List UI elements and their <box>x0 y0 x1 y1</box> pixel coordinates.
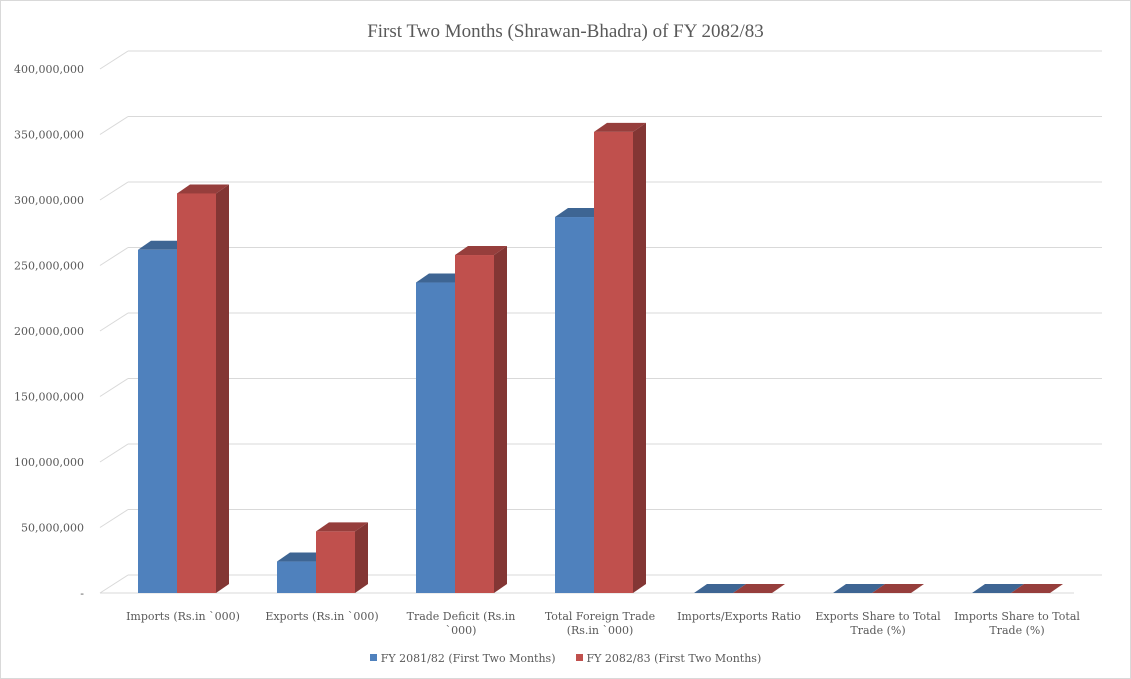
gridline-depth <box>99 378 129 397</box>
bar-top-face <box>972 583 1024 593</box>
y-tick-label: 50,000,000 <box>21 522 84 535</box>
gridline-depth <box>99 50 129 70</box>
bar-top-face <box>833 584 885 593</box>
legend-swatch <box>369 654 377 661</box>
chart-title: First Two Months (Shrawan-Bhadra) of FY … <box>367 21 764 42</box>
bar-top-face <box>455 246 507 256</box>
x-category-label-line: Trade Deficit (Rs.in <box>407 610 516 623</box>
bar-side-face <box>633 122 646 593</box>
bar-side-face <box>216 184 229 593</box>
bar <box>455 246 507 593</box>
bar <box>694 584 746 593</box>
x-category-label: Imports/Exports Ratio <box>677 610 801 623</box>
legend-swatch <box>575 654 583 661</box>
bar <box>316 522 368 593</box>
bar-front-face <box>455 255 494 593</box>
legend-label: FY 2081/82 (First Two Months) <box>380 652 556 665</box>
bar-front-face <box>555 217 594 593</box>
x-category-label-line: Imports Share to Total <box>954 610 1080 623</box>
bar-side-face <box>355 522 368 593</box>
bar-top-face <box>694 584 746 593</box>
gridline-depth <box>99 509 129 528</box>
x-category-label-line: Trade (%) <box>989 624 1044 637</box>
bar-top-face <box>316 522 368 532</box>
x-category-label-line: Exports (Rs.in `000) <box>265 610 378 623</box>
gridline-depth <box>99 116 129 135</box>
bar-front-face <box>138 249 177 593</box>
gridline-depth <box>99 181 129 201</box>
y-tick-label: 300,000,000 <box>14 194 84 207</box>
x-category-label-line: Imports/Exports Ratio <box>677 610 801 623</box>
bar <box>1011 583 1063 593</box>
legend: FY 2081/82 (First Two Months) FY 2082/83 … <box>0 652 1131 665</box>
bar-front-face <box>594 131 633 593</box>
bar <box>177 184 229 593</box>
x-axis-labels: Imports (Rs.in `000) Exports (Rs.in `000)… <box>126 610 1080 637</box>
bar <box>872 584 924 593</box>
x-category-label: Imports Share to Total Trade (%) <box>954 610 1080 637</box>
bar-front-face <box>177 193 216 593</box>
y-tick-label: 250,000,000 <box>14 260 84 273</box>
bar-front-face <box>416 282 455 593</box>
x-category-label-line: Exports Share to Total <box>815 610 941 623</box>
x-category-label: Exports (Rs.in `000) <box>265 610 378 623</box>
gridline-depth <box>99 443 129 463</box>
gridline-depth <box>99 247 129 266</box>
x-category-label: Total Foreign Trade (Rs.in `000) <box>545 610 655 637</box>
y-tick-label: 100,000,000 <box>14 456 84 469</box>
legend-item: FY 2081/82 (First Two Months) <box>369 652 556 665</box>
x-category-label: Imports (Rs.in `000) <box>126 610 240 623</box>
y-tick-label: 350,000,000 <box>14 129 84 142</box>
bar-top-face <box>177 184 229 194</box>
bar <box>733 584 785 593</box>
legend-item: FY 2082/83 (First Two Months) <box>575 652 762 665</box>
x-category-label-line: Total Foreign Trade <box>545 610 655 623</box>
x-category-label: Trade Deficit (Rs.in `000) <box>407 610 516 637</box>
y-tick-label: 400,000,000 <box>14 63 84 76</box>
bar <box>594 122 646 593</box>
x-category-label-line: Trade (%) <box>850 624 905 637</box>
y-axis-ticks: - 50,000,000 100,000,000 150,000,000 200,000… <box>14 63 84 600</box>
bar-top-face <box>1011 583 1063 593</box>
bar-front-face <box>316 531 355 593</box>
bars <box>138 122 1063 593</box>
bar <box>833 584 885 593</box>
x-category-label-line: (Rs.in `000) <box>567 624 634 637</box>
bar-top-face <box>872 584 924 593</box>
bar-front-face <box>277 561 316 593</box>
legend-label: FY 2082/83 (First Two Months) <box>586 652 762 665</box>
gridline-depth <box>99 312 129 332</box>
bar-side-face <box>494 246 507 593</box>
x-category-label: Exports Share to Total Trade (%) <box>815 610 941 637</box>
y-tick-label: 150,000,000 <box>14 391 84 404</box>
x-category-label-line: Imports (Rs.in `000) <box>126 610 240 623</box>
bar-top-face <box>733 584 785 593</box>
x-category-label-line: `000) <box>446 624 477 637</box>
y-tick-label: - <box>80 587 84 600</box>
bar-top-face <box>594 122 646 132</box>
y-tick-label: 200,000,000 <box>14 325 84 338</box>
gridline-depth <box>99 574 129 594</box>
